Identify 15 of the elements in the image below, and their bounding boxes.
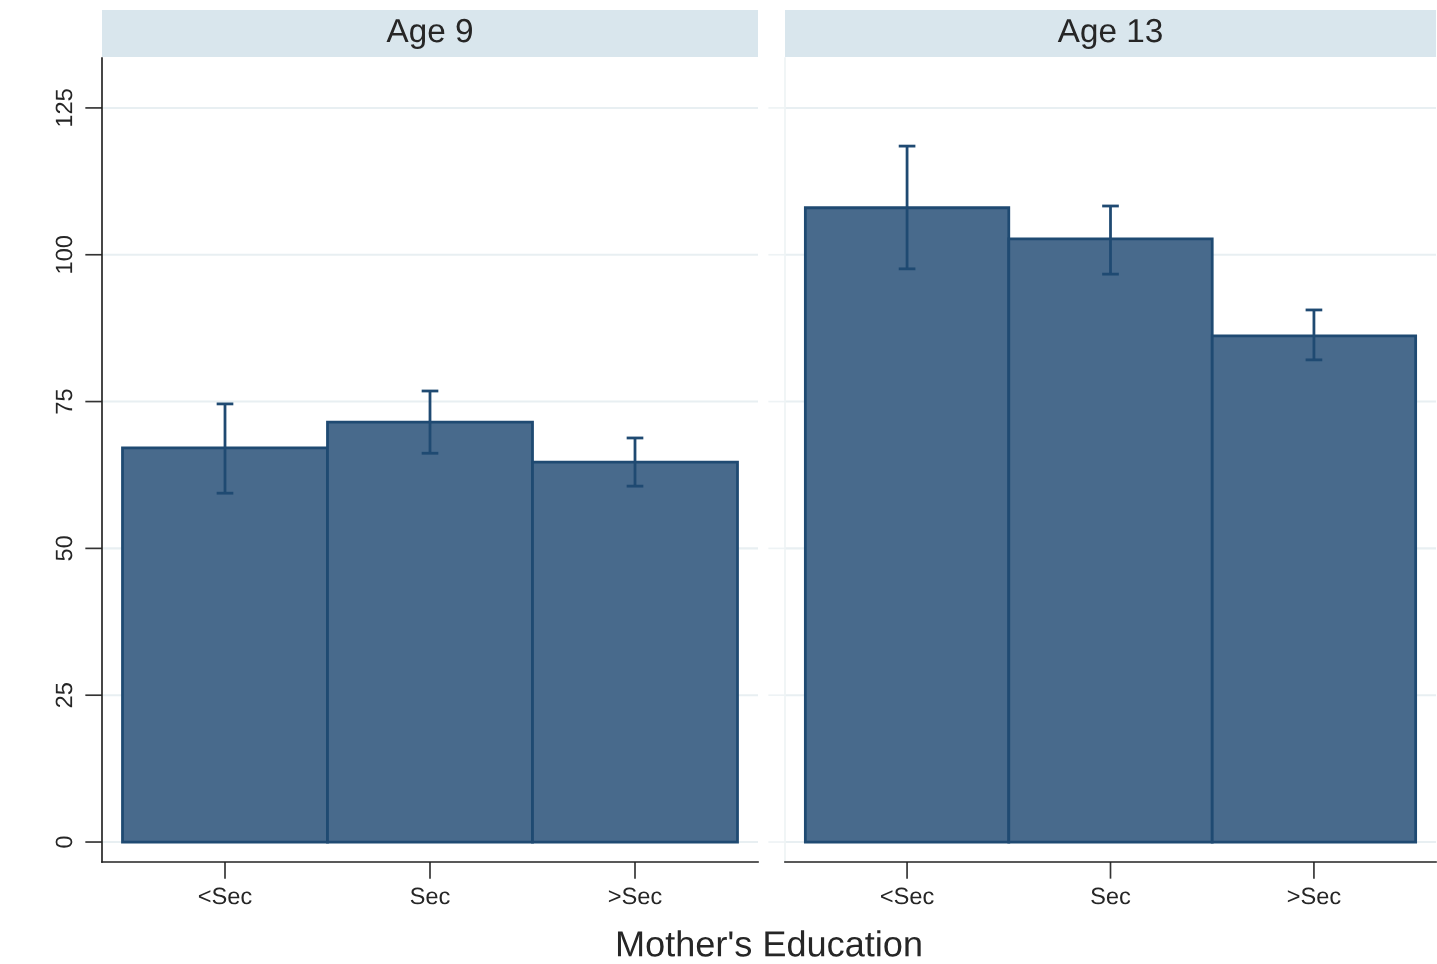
y-tick-label: 100 [55,235,73,273]
y-tick-label: 75 [55,389,73,414]
y-tick-label: 0 [55,836,73,848]
x-tick-label: <Sec [880,887,934,905]
x-tick-label: <Sec [198,887,252,905]
chart-title: Age 9 [386,18,472,50]
x-tick-label: >Sec [1287,887,1341,905]
x-axis-title: Mother's Education [617,930,921,957]
y-tick-label: 125 [55,89,73,126]
x-tick-label: >Sec [608,887,662,905]
chart-title: Age 13 [1057,18,1162,50]
x-tick-label: Sec [410,887,450,905]
y-tick-label: 50 [55,536,73,561]
y-tick-label: 25 [55,683,73,708]
x-tick-label: Sec [1091,887,1131,905]
